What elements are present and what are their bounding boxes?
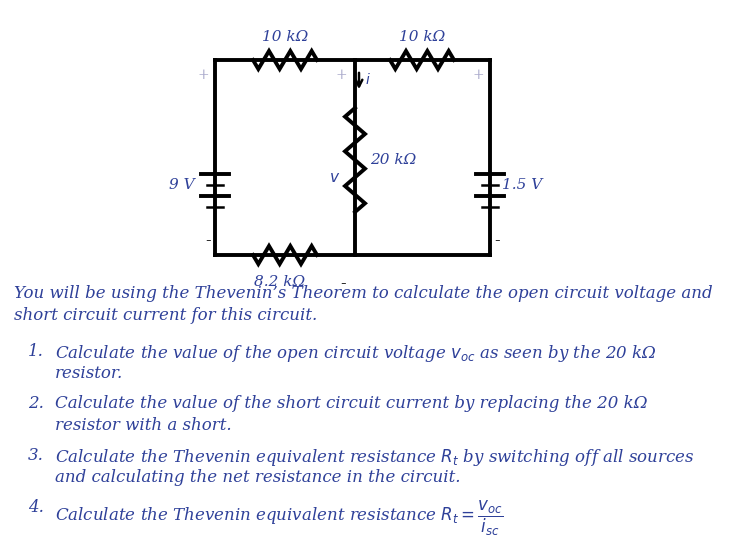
- Text: +: +: [197, 68, 209, 82]
- Text: resistor.: resistor.: [55, 365, 123, 382]
- Text: $i$: $i$: [365, 71, 371, 87]
- Text: 1.5 V: 1.5 V: [502, 178, 542, 192]
- Text: Calculate the value of the open circuit voltage $v_{oc}$ as seen by the 20 kΩ: Calculate the value of the open circuit …: [55, 343, 657, 364]
- Text: 3.: 3.: [28, 447, 44, 464]
- Text: +: +: [335, 68, 347, 82]
- Text: +: +: [473, 68, 484, 82]
- Text: Calculate the Thevenin equivalent resistance $R_t$ by switching off all sources: Calculate the Thevenin equivalent resist…: [55, 447, 695, 468]
- Text: 1.: 1.: [28, 343, 44, 360]
- Text: and calculating the net resistance in the circuit.: and calculating the net resistance in th…: [55, 469, 461, 486]
- Text: short circuit current for this circuit.: short circuit current for this circuit.: [14, 307, 317, 324]
- Text: resistor with a short.: resistor with a short.: [55, 417, 232, 434]
- Text: Calculate the Thevenin equivalent resistance $R_t = \dfrac{v_{oc}}{i_{sc}}$: Calculate the Thevenin equivalent resist…: [55, 499, 504, 538]
- Text: 20 kΩ: 20 kΩ: [370, 153, 416, 167]
- Text: Calculate the value of the short circuit current by replacing the 20 kΩ: Calculate the value of the short circuit…: [55, 395, 648, 412]
- Text: -: -: [494, 232, 500, 249]
- Text: 8.2 kΩ: 8.2 kΩ: [254, 275, 306, 289]
- Text: 10 kΩ: 10 kΩ: [399, 30, 445, 44]
- Text: 9 V: 9 V: [169, 178, 195, 192]
- Text: 4.: 4.: [28, 499, 44, 516]
- Text: $v$: $v$: [328, 171, 340, 185]
- Text: 10 kΩ: 10 kΩ: [262, 30, 308, 44]
- Text: 2.: 2.: [28, 395, 44, 412]
- Text: -: -: [205, 232, 211, 249]
- Text: -: -: [340, 275, 346, 292]
- Text: You will be using the Thevenin’s Theorem to calculate the open circuit voltage a: You will be using the Thevenin’s Theorem…: [14, 285, 713, 302]
